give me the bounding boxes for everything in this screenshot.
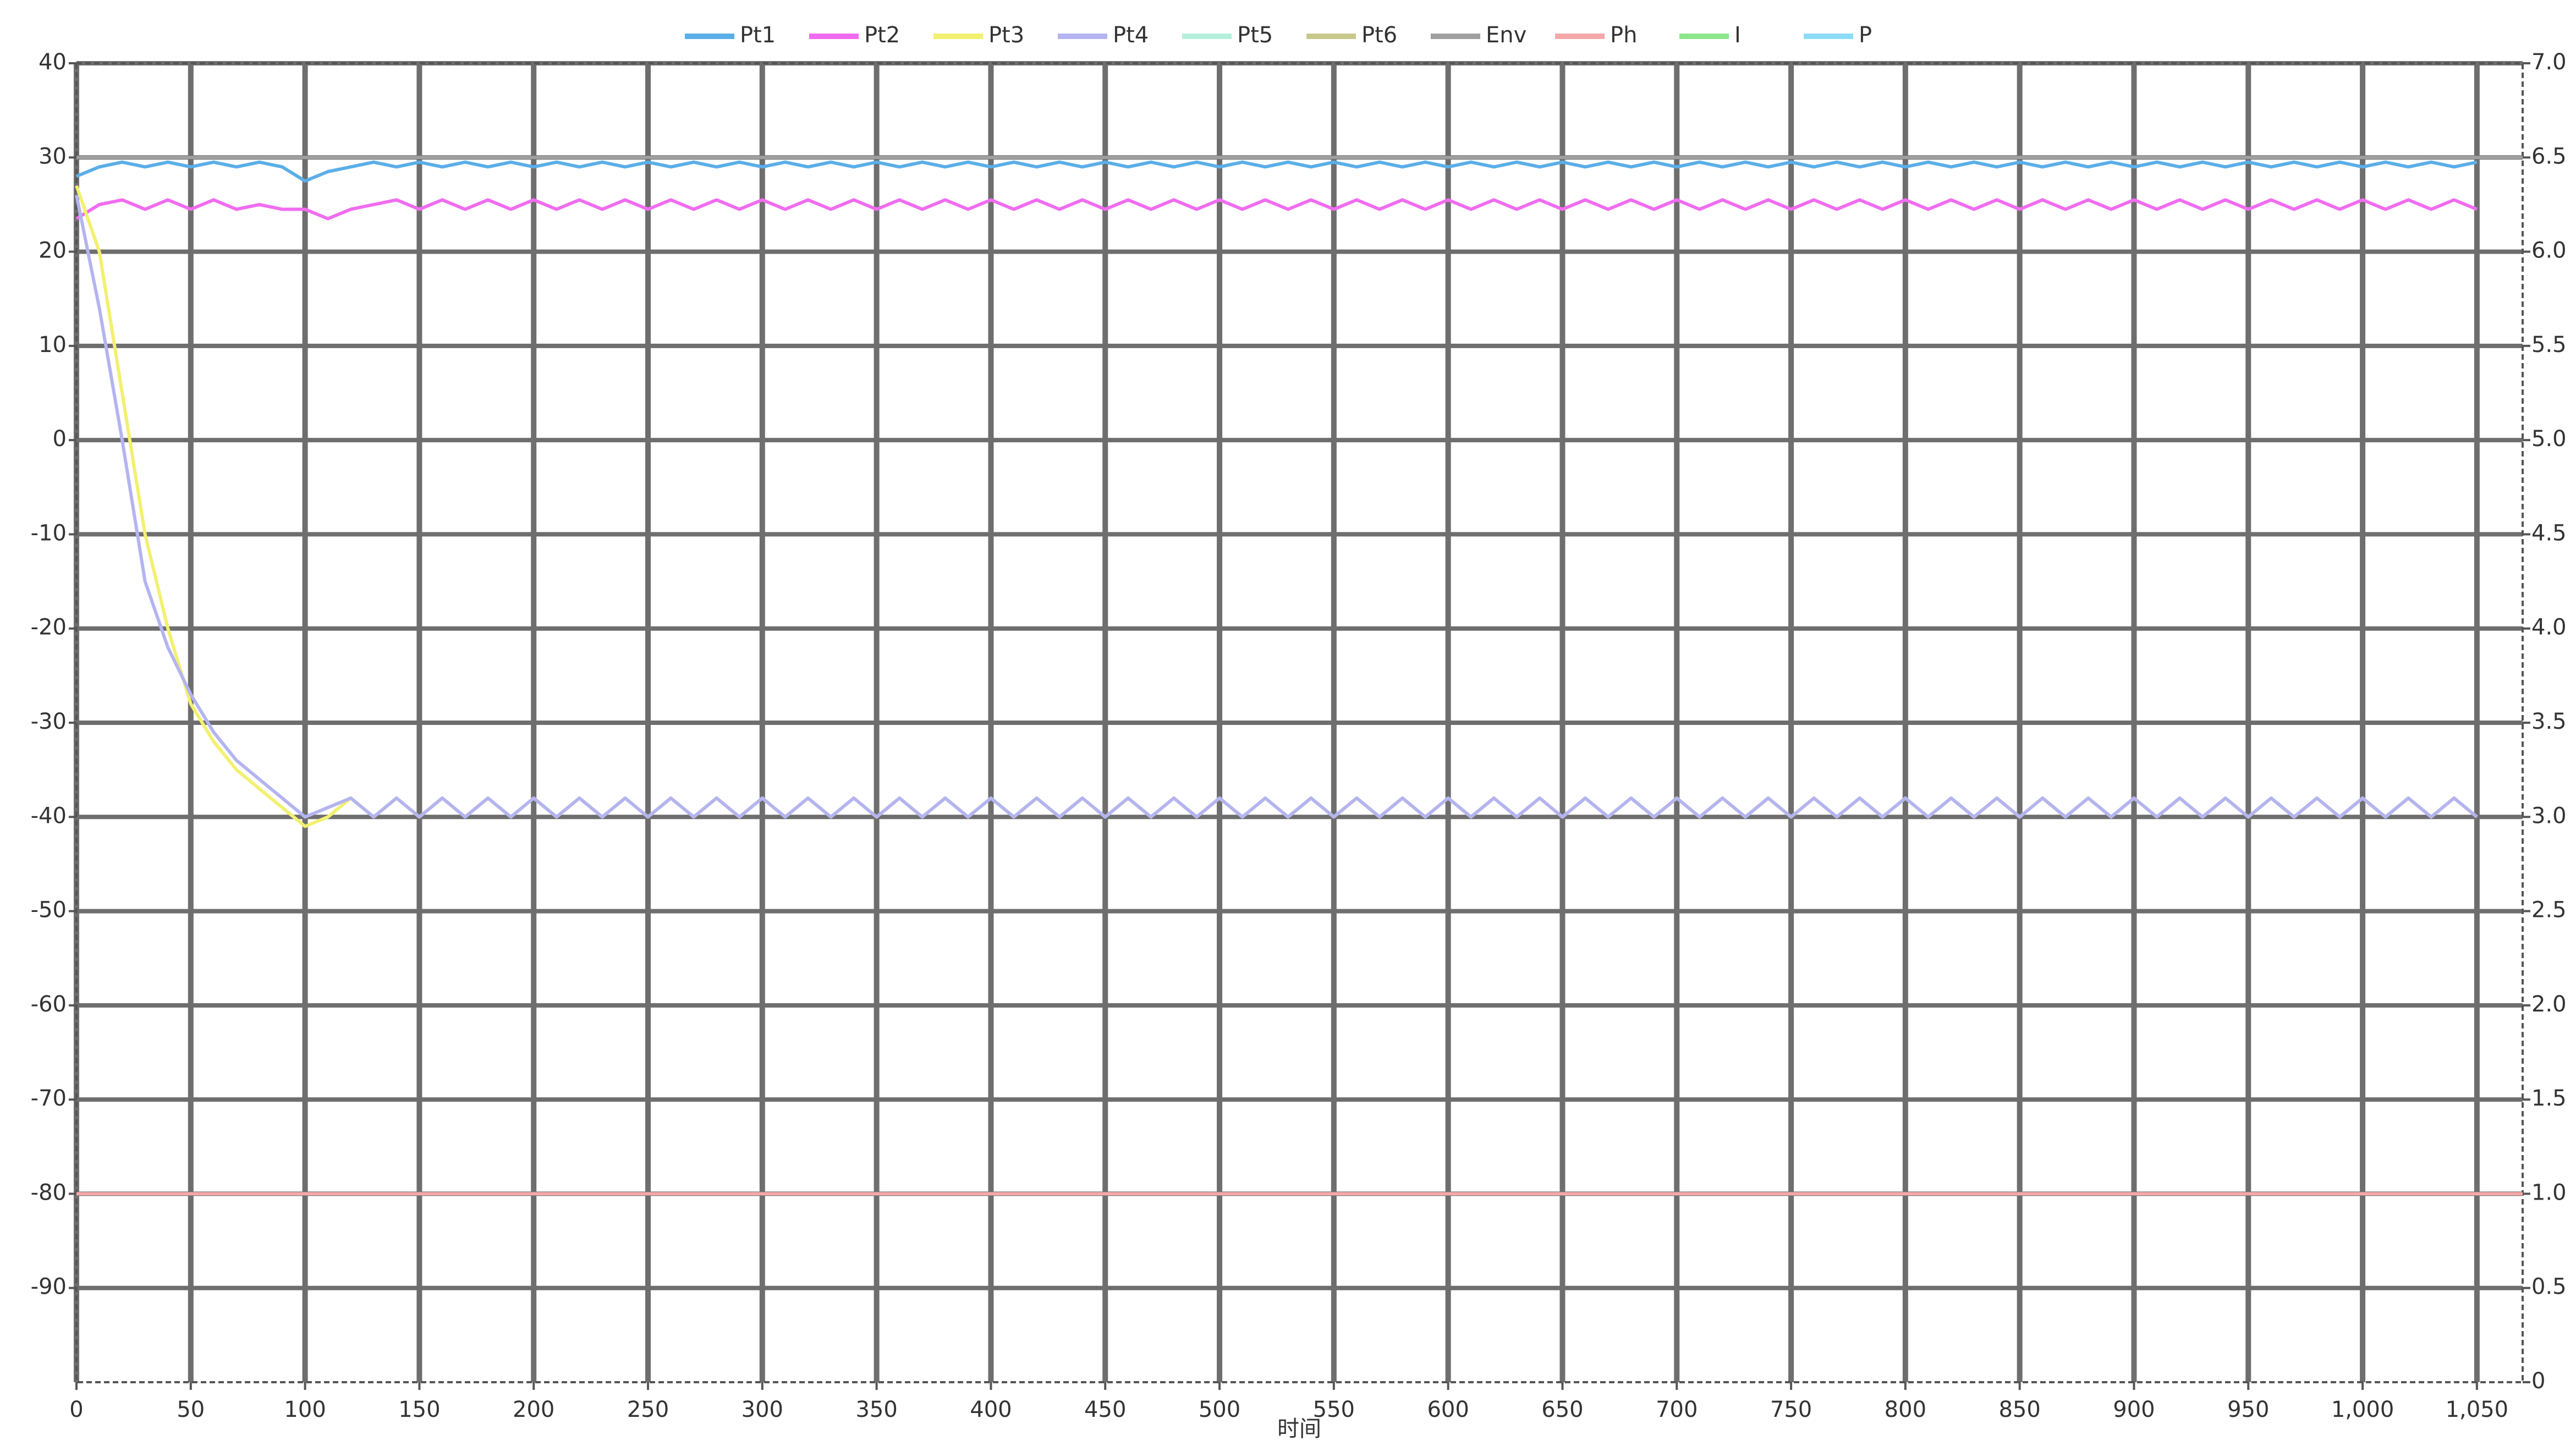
legend-label: Pt2 bbox=[864, 23, 900, 48]
x-tick-label: 900 bbox=[2113, 1397, 2155, 1422]
series-line bbox=[75, 160, 2478, 183]
y2-tick-label: 3.5 bbox=[2531, 709, 2567, 734]
y-tick-label: -60 bbox=[31, 992, 67, 1017]
y2-tick-label: 5.5 bbox=[2531, 332, 2567, 358]
y-tick-label: -90 bbox=[31, 1274, 67, 1300]
x-tick-label: 50 bbox=[177, 1397, 205, 1422]
x-tick-label: 100 bbox=[284, 1397, 326, 1422]
y2-tick-label: 2.0 bbox=[2531, 992, 2567, 1017]
legend-label: Pt5 bbox=[1237, 23, 1273, 48]
x-tick-label: 350 bbox=[855, 1397, 897, 1422]
y2-tick-label: 0.5 bbox=[2531, 1274, 2567, 1300]
y2-tick-label: 1.0 bbox=[2531, 1180, 2567, 1205]
y-tick-label: -80 bbox=[31, 1180, 67, 1205]
legend-label: Pt6 bbox=[1361, 23, 1397, 48]
x-tick-label: 250 bbox=[627, 1397, 669, 1422]
y-tick-label: 40 bbox=[39, 50, 67, 75]
y-tick-label: 0 bbox=[53, 426, 67, 452]
y2-tick-label: 5.0 bbox=[2531, 426, 2567, 452]
y-tick-label: 10 bbox=[39, 332, 67, 358]
y-tick-label: -20 bbox=[31, 615, 67, 640]
series-line bbox=[75, 195, 2478, 819]
x-tick-label: 550 bbox=[1313, 1397, 1355, 1422]
x-tick-label: 700 bbox=[1656, 1397, 1698, 1422]
legend-label: I bbox=[1734, 23, 1741, 48]
y-tick-label: -70 bbox=[31, 1086, 67, 1111]
y2-tick-label: 6.5 bbox=[2531, 144, 2567, 169]
y-tick-label: -40 bbox=[31, 803, 67, 828]
x-tick-label: 1,000 bbox=[2331, 1397, 2394, 1422]
x-tick-label: 750 bbox=[1770, 1397, 1812, 1422]
y-tick-label: 30 bbox=[39, 144, 67, 169]
y2-tick-label: 2.5 bbox=[2531, 898, 2567, 923]
legend-label: Ph bbox=[1610, 23, 1637, 48]
y2-tick-label: 7.0 bbox=[2531, 50, 2567, 75]
legend-label: Env bbox=[1486, 23, 1526, 48]
x-tick-label: 850 bbox=[1998, 1397, 2040, 1422]
y2-tick-label: 1.5 bbox=[2531, 1086, 2567, 1111]
x-tick-label: 400 bbox=[970, 1397, 1012, 1422]
x-tick-label: 950 bbox=[2227, 1397, 2269, 1422]
y2-tick-label: 4.0 bbox=[2531, 615, 2567, 640]
x-tick-label: 450 bbox=[1084, 1397, 1126, 1422]
x-tick-label: 500 bbox=[1199, 1397, 1240, 1422]
y2-tick-label: 0 bbox=[2531, 1368, 2545, 1394]
y-tick-label: 20 bbox=[39, 238, 67, 263]
x-tick-label: 200 bbox=[513, 1397, 554, 1422]
y2-tick-label: 4.5 bbox=[2531, 520, 2567, 546]
x-tick-label: 300 bbox=[742, 1397, 783, 1422]
legend-label: P bbox=[1859, 23, 1872, 48]
y-tick-label: -10 bbox=[31, 520, 67, 546]
x-tick-label: 600 bbox=[1427, 1397, 1469, 1422]
series-line bbox=[75, 198, 2478, 221]
legend-label: Pt4 bbox=[1113, 23, 1149, 48]
x-tick-label: 650 bbox=[1541, 1397, 1583, 1422]
y2-tick-label: 6.0 bbox=[2531, 238, 2567, 263]
x-tick-label: 150 bbox=[398, 1397, 440, 1422]
y-tick-label: -50 bbox=[31, 898, 67, 923]
x-tick-label: 0 bbox=[69, 1397, 83, 1422]
x-tick-label: 1,050 bbox=[2446, 1397, 2509, 1422]
legend-label: Pt3 bbox=[988, 23, 1024, 48]
y-tick-label: -30 bbox=[31, 709, 67, 734]
y2-tick-label: 3.0 bbox=[2531, 803, 2567, 828]
legend-label: Pt1 bbox=[740, 23, 776, 48]
x-tick-label: 800 bbox=[1885, 1397, 1926, 1422]
x-axis-label: 时间 bbox=[1277, 1416, 1321, 1442]
